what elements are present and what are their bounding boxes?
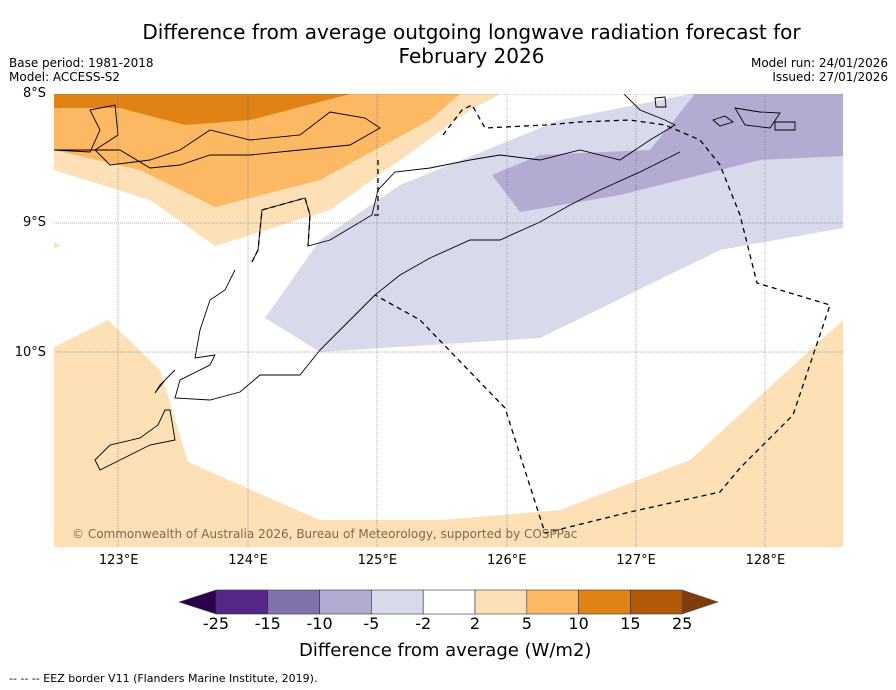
x-tick-label: 128°E <box>745 553 786 568</box>
colorbar-tick-label: -2 <box>415 614 432 633</box>
copyright-text: © Commonwealth of Australia 2026, Bureau… <box>72 527 578 541</box>
footer-eez-note: -- -- -- EEZ border V11 (Flanders Marine… <box>9 672 318 685</box>
colorbar-segment <box>215 589 269 615</box>
gridlines <box>54 94 843 547</box>
colorbar-tick-label: 15 <box>620 614 641 633</box>
map-area <box>54 94 843 547</box>
region-2-5-south <box>54 320 843 547</box>
chart-title: Difference from average outgoing longwav… <box>142 20 801 68</box>
colorbar-segment <box>474 589 528 615</box>
eez-border <box>251 104 831 534</box>
model-run: Model run: 24/01/2026 <box>750 56 888 70</box>
y-tick-label: 8°S <box>22 86 46 101</box>
colorbar-tick-label: 10 <box>568 614 589 633</box>
colorbar-tick-label: 2 <box>469 614 481 633</box>
colorbar <box>178 589 719 615</box>
x-tick-label: 123°E <box>98 553 139 568</box>
colorbar-segment <box>422 589 476 615</box>
coastline <box>54 94 796 471</box>
colorbar-segment <box>578 589 631 615</box>
region-15 <box>54 94 350 125</box>
colorbar-tick-label: -15 <box>254 614 281 633</box>
colorbar-label: Difference from average (W/m2) <box>299 640 592 661</box>
base-period: Base period: 1981-2018 <box>9 56 154 70</box>
colorbar-segment <box>267 589 320 615</box>
colorbar-segment <box>371 589 424 615</box>
x-tick-label: 127°E <box>616 553 656 568</box>
region-minus5-10 <box>492 94 843 212</box>
y-tick-label: 10°S <box>14 344 46 360</box>
colorbar-segment <box>630 589 683 615</box>
colorbar-tick-label: -25 <box>202 614 230 633</box>
colorbar-segment <box>319 589 372 615</box>
colorbar-tick-label: -5 <box>363 614 380 633</box>
y-tick-label: 9°S <box>22 215 46 231</box>
colorbar-segment <box>526 589 579 615</box>
model-label: Model: ACCESS-S2 <box>9 70 121 84</box>
region-10-15 <box>54 94 460 207</box>
colorbar-extend-low <box>178 589 217 615</box>
x-tick-label: 125°E <box>357 553 398 568</box>
x-tick-label: 124°E <box>228 553 268 568</box>
issued-date: Issued: 27/01/2026 <box>772 70 888 84</box>
x-tick-label: 126°E <box>486 553 527 568</box>
colorbar-tick-label: 5 <box>521 614 532 633</box>
colorbar-tick-label: 25 <box>672 614 693 633</box>
colorbar-extend-high <box>681 589 719 615</box>
colorbar-tick-label: -10 <box>306 614 333 633</box>
